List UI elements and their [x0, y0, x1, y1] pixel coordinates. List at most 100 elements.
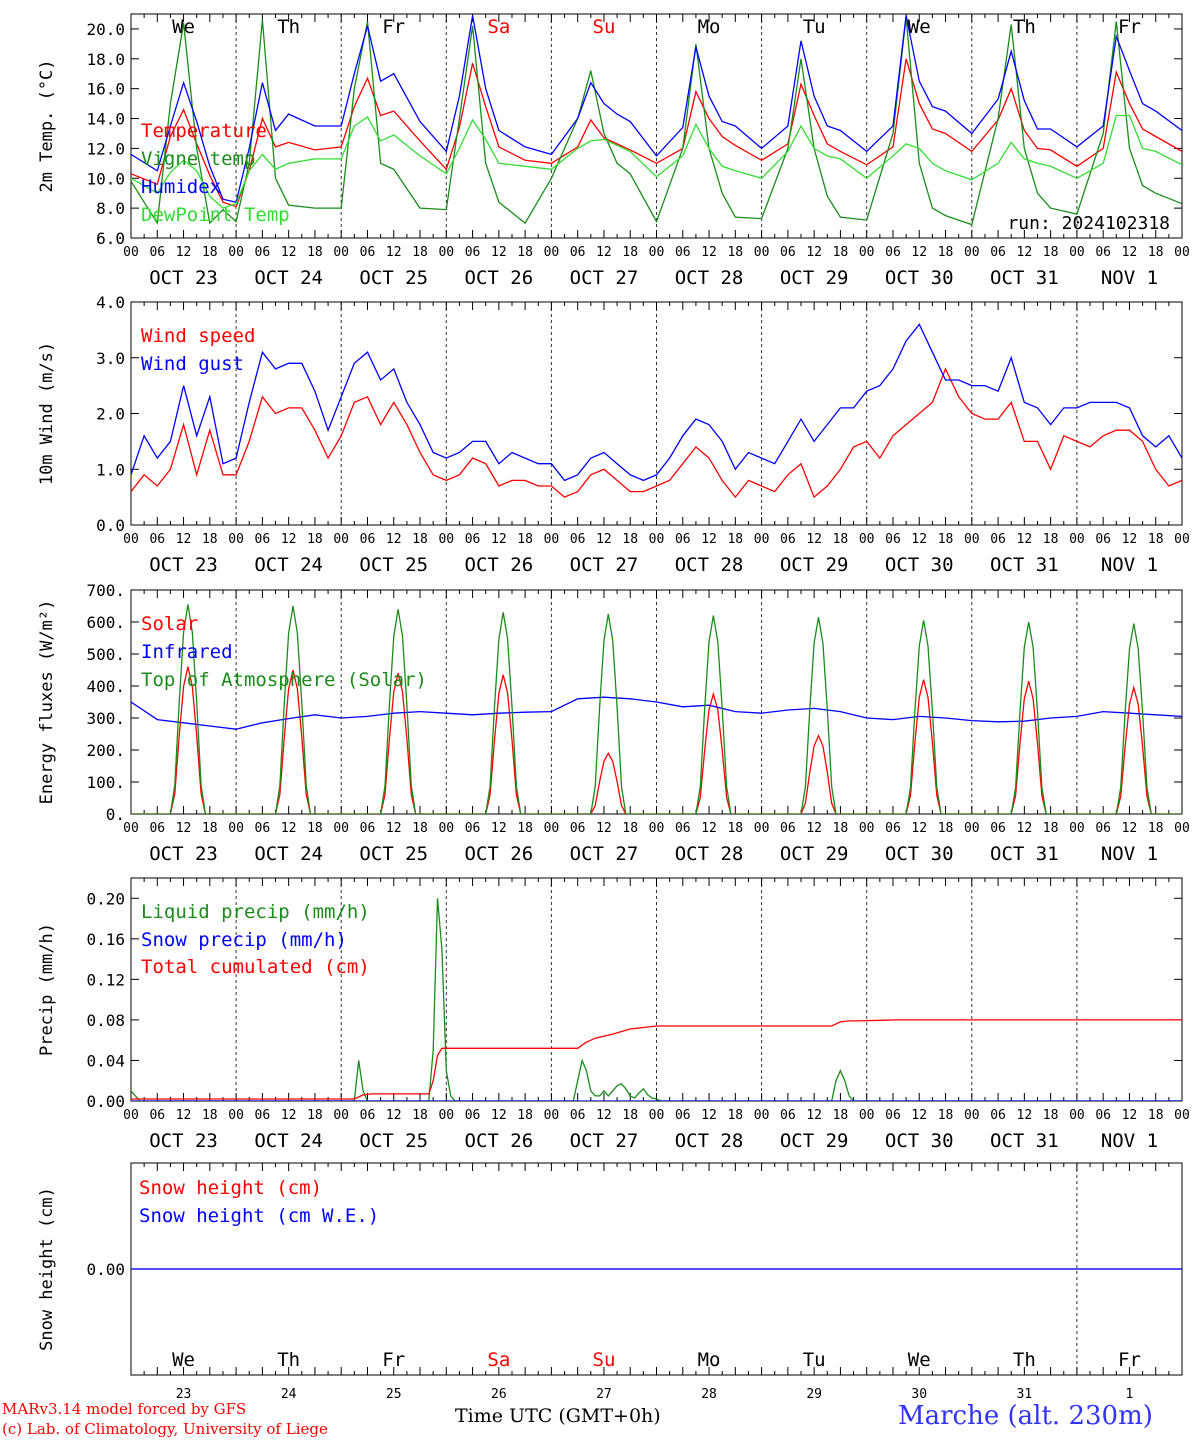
y-tick-label: 1.0 [96, 460, 125, 479]
hour-label: 18 [412, 821, 428, 836]
series-group [131, 898, 1182, 1101]
legend-entry: Solar [141, 613, 198, 635]
series-line [131, 898, 1182, 1101]
weekday-label: We [172, 16, 195, 38]
y-tick-label: 12.0 [86, 139, 125, 158]
hour-label: 06 [570, 821, 586, 836]
hour-label: 00 [228, 532, 244, 547]
hour-label: 00 [544, 821, 560, 836]
series-line [131, 58, 1182, 208]
weekday-label: Th [1013, 16, 1036, 38]
day-label: OCT 23 [149, 554, 218, 576]
hour-label: 06 [255, 821, 271, 836]
hour-label: 12 [1017, 821, 1033, 836]
hour-label: 18 [412, 1108, 428, 1123]
y-axis-label: Energy fluxes (W/m²) [37, 600, 57, 805]
legend-entry: Temperature [141, 120, 267, 142]
weekday-label: Su [593, 1349, 616, 1371]
hour-label: 12 [701, 821, 717, 836]
y-tick-label: 18.0 [86, 50, 125, 69]
hour-label: 18 [202, 821, 218, 836]
hour-label: 06 [465, 245, 481, 260]
hour-label: 06 [675, 532, 691, 547]
hour-label: 12 [1122, 1108, 1138, 1123]
model-credit: MARv3.14 model forced by GFS [2, 1400, 247, 1418]
weekday-label: Mo [698, 16, 721, 38]
hour-label: 12 [1122, 821, 1138, 836]
day-number: 27 [596, 1387, 612, 1402]
hour-label: 12 [806, 532, 822, 547]
hour-label: 18 [727, 532, 743, 547]
hour-label: 12 [701, 245, 717, 260]
y-tick-label: 300. [86, 709, 125, 728]
hour-label: 06 [990, 245, 1006, 260]
hour-label: 12 [701, 532, 717, 547]
hour-label: 18 [1043, 821, 1059, 836]
hour-label: 18 [202, 245, 218, 260]
hour-label: 06 [885, 1108, 901, 1123]
day-label: OCT 27 [570, 554, 639, 576]
hour-label: 06 [885, 245, 901, 260]
hour-label: 00 [123, 532, 139, 547]
hour-label: 18 [727, 245, 743, 260]
y-tick-label: 3.0 [96, 349, 125, 368]
day-label: OCT 27 [570, 267, 639, 289]
hour-label: 12 [911, 532, 927, 547]
hour-label: 18 [1043, 532, 1059, 547]
hour-label: 00 [754, 245, 770, 260]
hour-label: 06 [255, 1108, 271, 1123]
day-number: 23 [176, 1387, 192, 1402]
legend-entry: Liquid precip (mm/h) [141, 901, 370, 923]
series-line [131, 114, 1182, 209]
hour-label: 06 [570, 532, 586, 547]
weekday-label: We [172, 1349, 195, 1371]
hour-label: 18 [1043, 245, 1059, 260]
y-tick-label: 0.00 [86, 1260, 125, 1279]
hour-label: 00 [228, 821, 244, 836]
hour-label: 12 [596, 1108, 612, 1123]
hour-label: 00 [1174, 245, 1190, 260]
day-label: OCT 29 [780, 1130, 849, 1152]
day-label: OCT 31 [990, 843, 1059, 865]
day-label: OCT 25 [359, 843, 428, 865]
hour-label: 12 [596, 245, 612, 260]
hour-label: 00 [859, 532, 875, 547]
y-tick-label: 0.0 [96, 516, 125, 535]
hour-label: 00 [438, 245, 454, 260]
hour-label: 12 [911, 1108, 927, 1123]
weekday-label: Fr [382, 16, 405, 38]
hour-label: 00 [228, 1108, 244, 1123]
hour-label: 18 [622, 532, 638, 547]
hour-label: 00 [544, 1108, 560, 1123]
hour-label: 06 [885, 821, 901, 836]
y-tick-label: 600. [86, 613, 125, 632]
series-line [131, 696, 1182, 730]
day-label: OCT 27 [570, 843, 639, 865]
y-axis-label: 10m Wind (m/s) [37, 342, 57, 485]
legend-entry: Infrared [141, 641, 233, 663]
hour-label: 12 [491, 245, 507, 260]
hour-label: 12 [386, 821, 402, 836]
day-label: OCT 26 [465, 267, 534, 289]
hour-label: 06 [149, 245, 165, 260]
hour-label: 12 [491, 821, 507, 836]
hour-label: 00 [964, 821, 980, 836]
hour-label: 00 [333, 532, 349, 547]
hour-label: 00 [333, 821, 349, 836]
hour-label: 18 [1148, 1108, 1164, 1123]
hour-label: 18 [517, 821, 533, 836]
hour-label: 12 [806, 1108, 822, 1123]
day-label: OCT 30 [885, 267, 954, 289]
day-label: OCT 29 [780, 843, 849, 865]
hour-label: 18 [1043, 1108, 1059, 1123]
series-line [131, 15, 1182, 203]
legend-entry: Wind gust [141, 353, 244, 375]
legend-entry: Vigne temp [141, 148, 255, 170]
y-tick-label: 0.04 [86, 1051, 125, 1070]
hour-label: 12 [596, 821, 612, 836]
legend-entry: Snow height (cm) [139, 1177, 322, 1199]
station-name: Marche (alt. 230m) [898, 1401, 1153, 1431]
day-label: OCT 26 [465, 843, 534, 865]
series-line [131, 1019, 1182, 1100]
weekday-label: Th [277, 1349, 300, 1371]
